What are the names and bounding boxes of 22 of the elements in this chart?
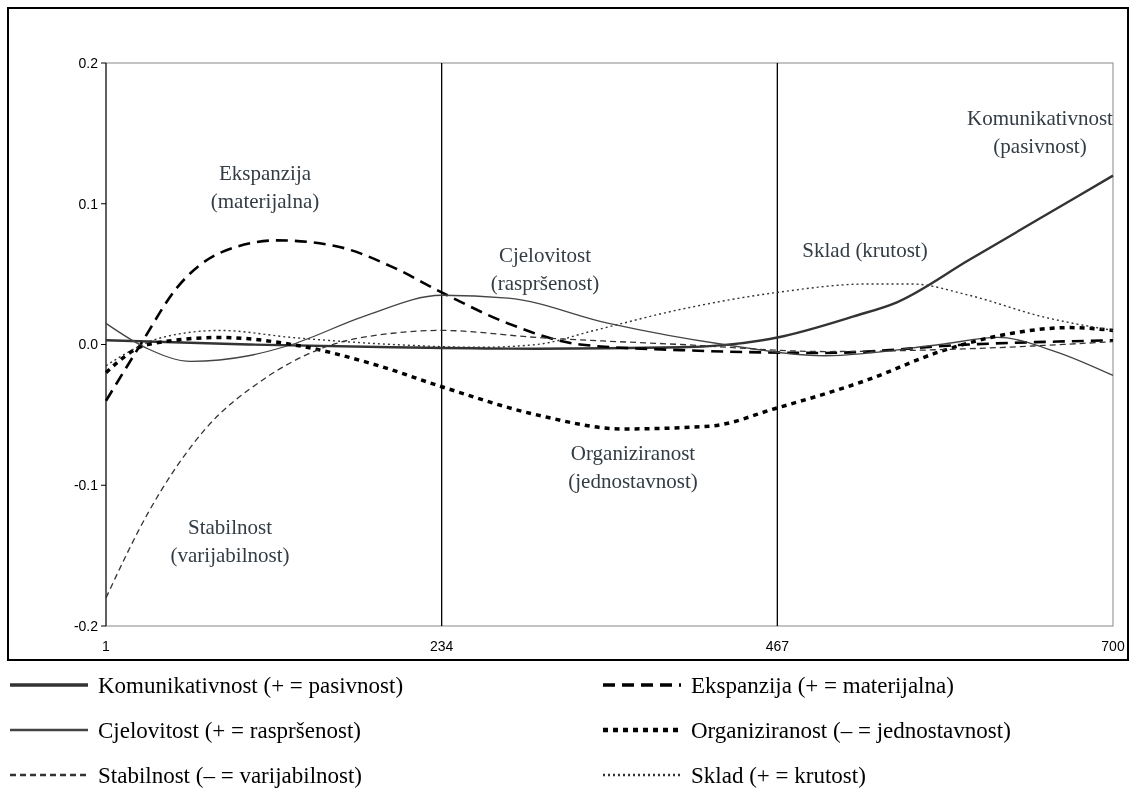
x-tick-label: 234	[429, 638, 454, 654]
x-tick-label: 1	[102, 638, 111, 654]
y-tick-label: 0.1	[78, 195, 99, 212]
y-tick-label: 0.2	[78, 54, 99, 71]
legend-label: Komunikativnost (+ = pasivnost)	[98, 673, 404, 699]
legend-label: Sklad (+ = krutost)	[691, 763, 866, 789]
annotation: Cjelovitost (raspršenost)	[490, 243, 600, 295]
annotation: Organiziranost (jednostavnost)	[568, 441, 698, 493]
x-tick-label: 700	[1101, 638, 1125, 654]
annotation: Ekspanzija (materijalna)	[210, 161, 320, 213]
legend-label: Cjelovitost (+ = raspršenost)	[98, 718, 361, 744]
y-tick-label: -0.1	[73, 477, 99, 494]
legend-label: Organiziranost (– = jednostavnost)	[691, 718, 1011, 744]
annotation: Komunikativnost (pasivnost)	[967, 106, 1114, 158]
legend-label: Stabilnost (– = varijabilnost)	[98, 763, 363, 789]
legend-label: Ekspanzija (+ = materijalna)	[691, 673, 954, 699]
annotation: Sklad (krutost)	[802, 238, 928, 262]
annotation: Stabilnost (varijabilnost)	[170, 515, 290, 567]
line-series	[105, 294, 1114, 377]
y-tick-label: 0.0	[78, 336, 99, 353]
x-tick-label: 467	[765, 638, 790, 654]
y-tick-label: -0.2	[73, 617, 99, 634]
